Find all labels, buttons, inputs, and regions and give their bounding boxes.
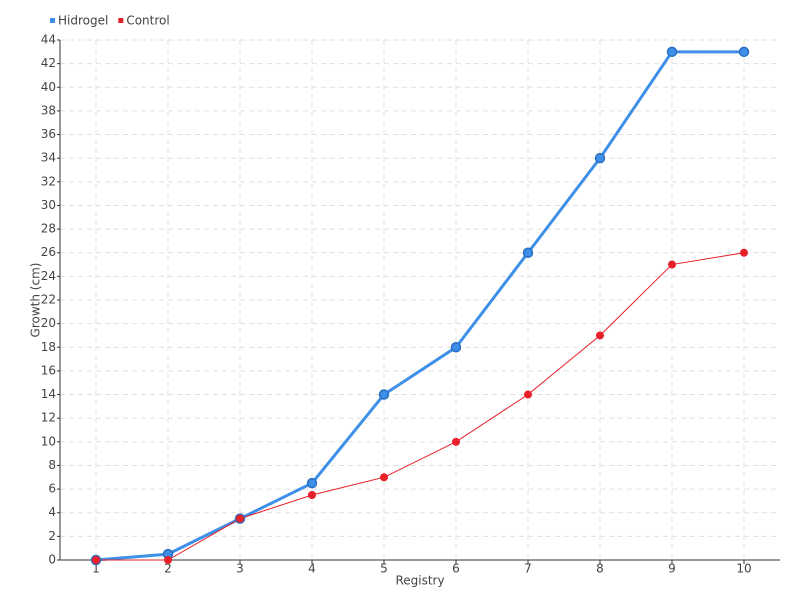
- series-line: [96, 252, 745, 561]
- data-point: [596, 331, 604, 340]
- y-tick-label: 2: [48, 529, 56, 543]
- data-point: [666, 46, 678, 58]
- x-tick-label: 8: [596, 562, 604, 576]
- y-tick-label: 14: [41, 387, 56, 401]
- data-point: [524, 390, 532, 399]
- x-tick-label: 2: [164, 562, 172, 576]
- legend-swatch: [50, 18, 55, 23]
- data-point: [594, 152, 606, 164]
- data-point: [452, 437, 460, 446]
- data-point: [380, 473, 388, 482]
- y-tick-label: 28: [41, 222, 56, 236]
- y-tick-label: 0: [48, 553, 56, 567]
- y-tick-label: 16: [41, 363, 56, 377]
- y-tick-label: 8: [48, 458, 56, 472]
- series-line: [95, 50, 744, 562]
- y-tick-label: 4: [48, 505, 56, 519]
- y-tick-label: 22: [41, 293, 56, 307]
- legend-label: Control: [126, 14, 169, 28]
- data-point: [306, 477, 318, 489]
- y-tick-label: 38: [41, 103, 56, 117]
- x-tick-label: 3: [236, 562, 244, 576]
- x-tick-label: 6: [452, 562, 460, 576]
- x-tick-label: 10: [736, 562, 751, 576]
- y-tick-label: 32: [41, 174, 56, 188]
- x-axis-label: Registry: [395, 574, 444, 588]
- y-tick-label: 42: [41, 56, 56, 70]
- data-point: [740, 248, 748, 257]
- y-axis-label: Growth (cm): [29, 263, 43, 338]
- data-point: [308, 491, 316, 499]
- data-point: [236, 514, 244, 523]
- y-tick-label: 20: [41, 316, 56, 330]
- x-tick-label: 5: [380, 562, 388, 576]
- x-tick-label: 4: [308, 562, 316, 576]
- data-point: [450, 342, 462, 353]
- data-point: [92, 556, 100, 564]
- y-tick-label: 34: [41, 151, 56, 165]
- y-tick-label: 10: [41, 434, 56, 448]
- y-tick-label: 12: [41, 411, 56, 425]
- data-point: [522, 247, 534, 258]
- data-point: [378, 389, 390, 400]
- legend-swatch: [118, 18, 124, 23]
- data-point: [668, 260, 676, 269]
- data-point: [738, 46, 750, 58]
- y-tick-label: 30: [41, 198, 56, 212]
- y-tick-label: 44: [41, 33, 56, 47]
- y-tick-label: 40: [41, 80, 56, 94]
- x-tick-label: 9: [668, 562, 676, 576]
- y-tick-label: 18: [41, 340, 56, 354]
- x-tick-label: 7: [524, 562, 532, 576]
- y-tick-label: 26: [41, 245, 56, 259]
- y-tick-label: 36: [41, 127, 56, 141]
- data-point: [164, 556, 172, 564]
- legend-label: Hidrogel: [58, 14, 108, 28]
- x-tick-label: 1: [92, 562, 100, 576]
- y-tick-label: 24: [41, 269, 56, 283]
- y-tick-label: 6: [48, 482, 56, 496]
